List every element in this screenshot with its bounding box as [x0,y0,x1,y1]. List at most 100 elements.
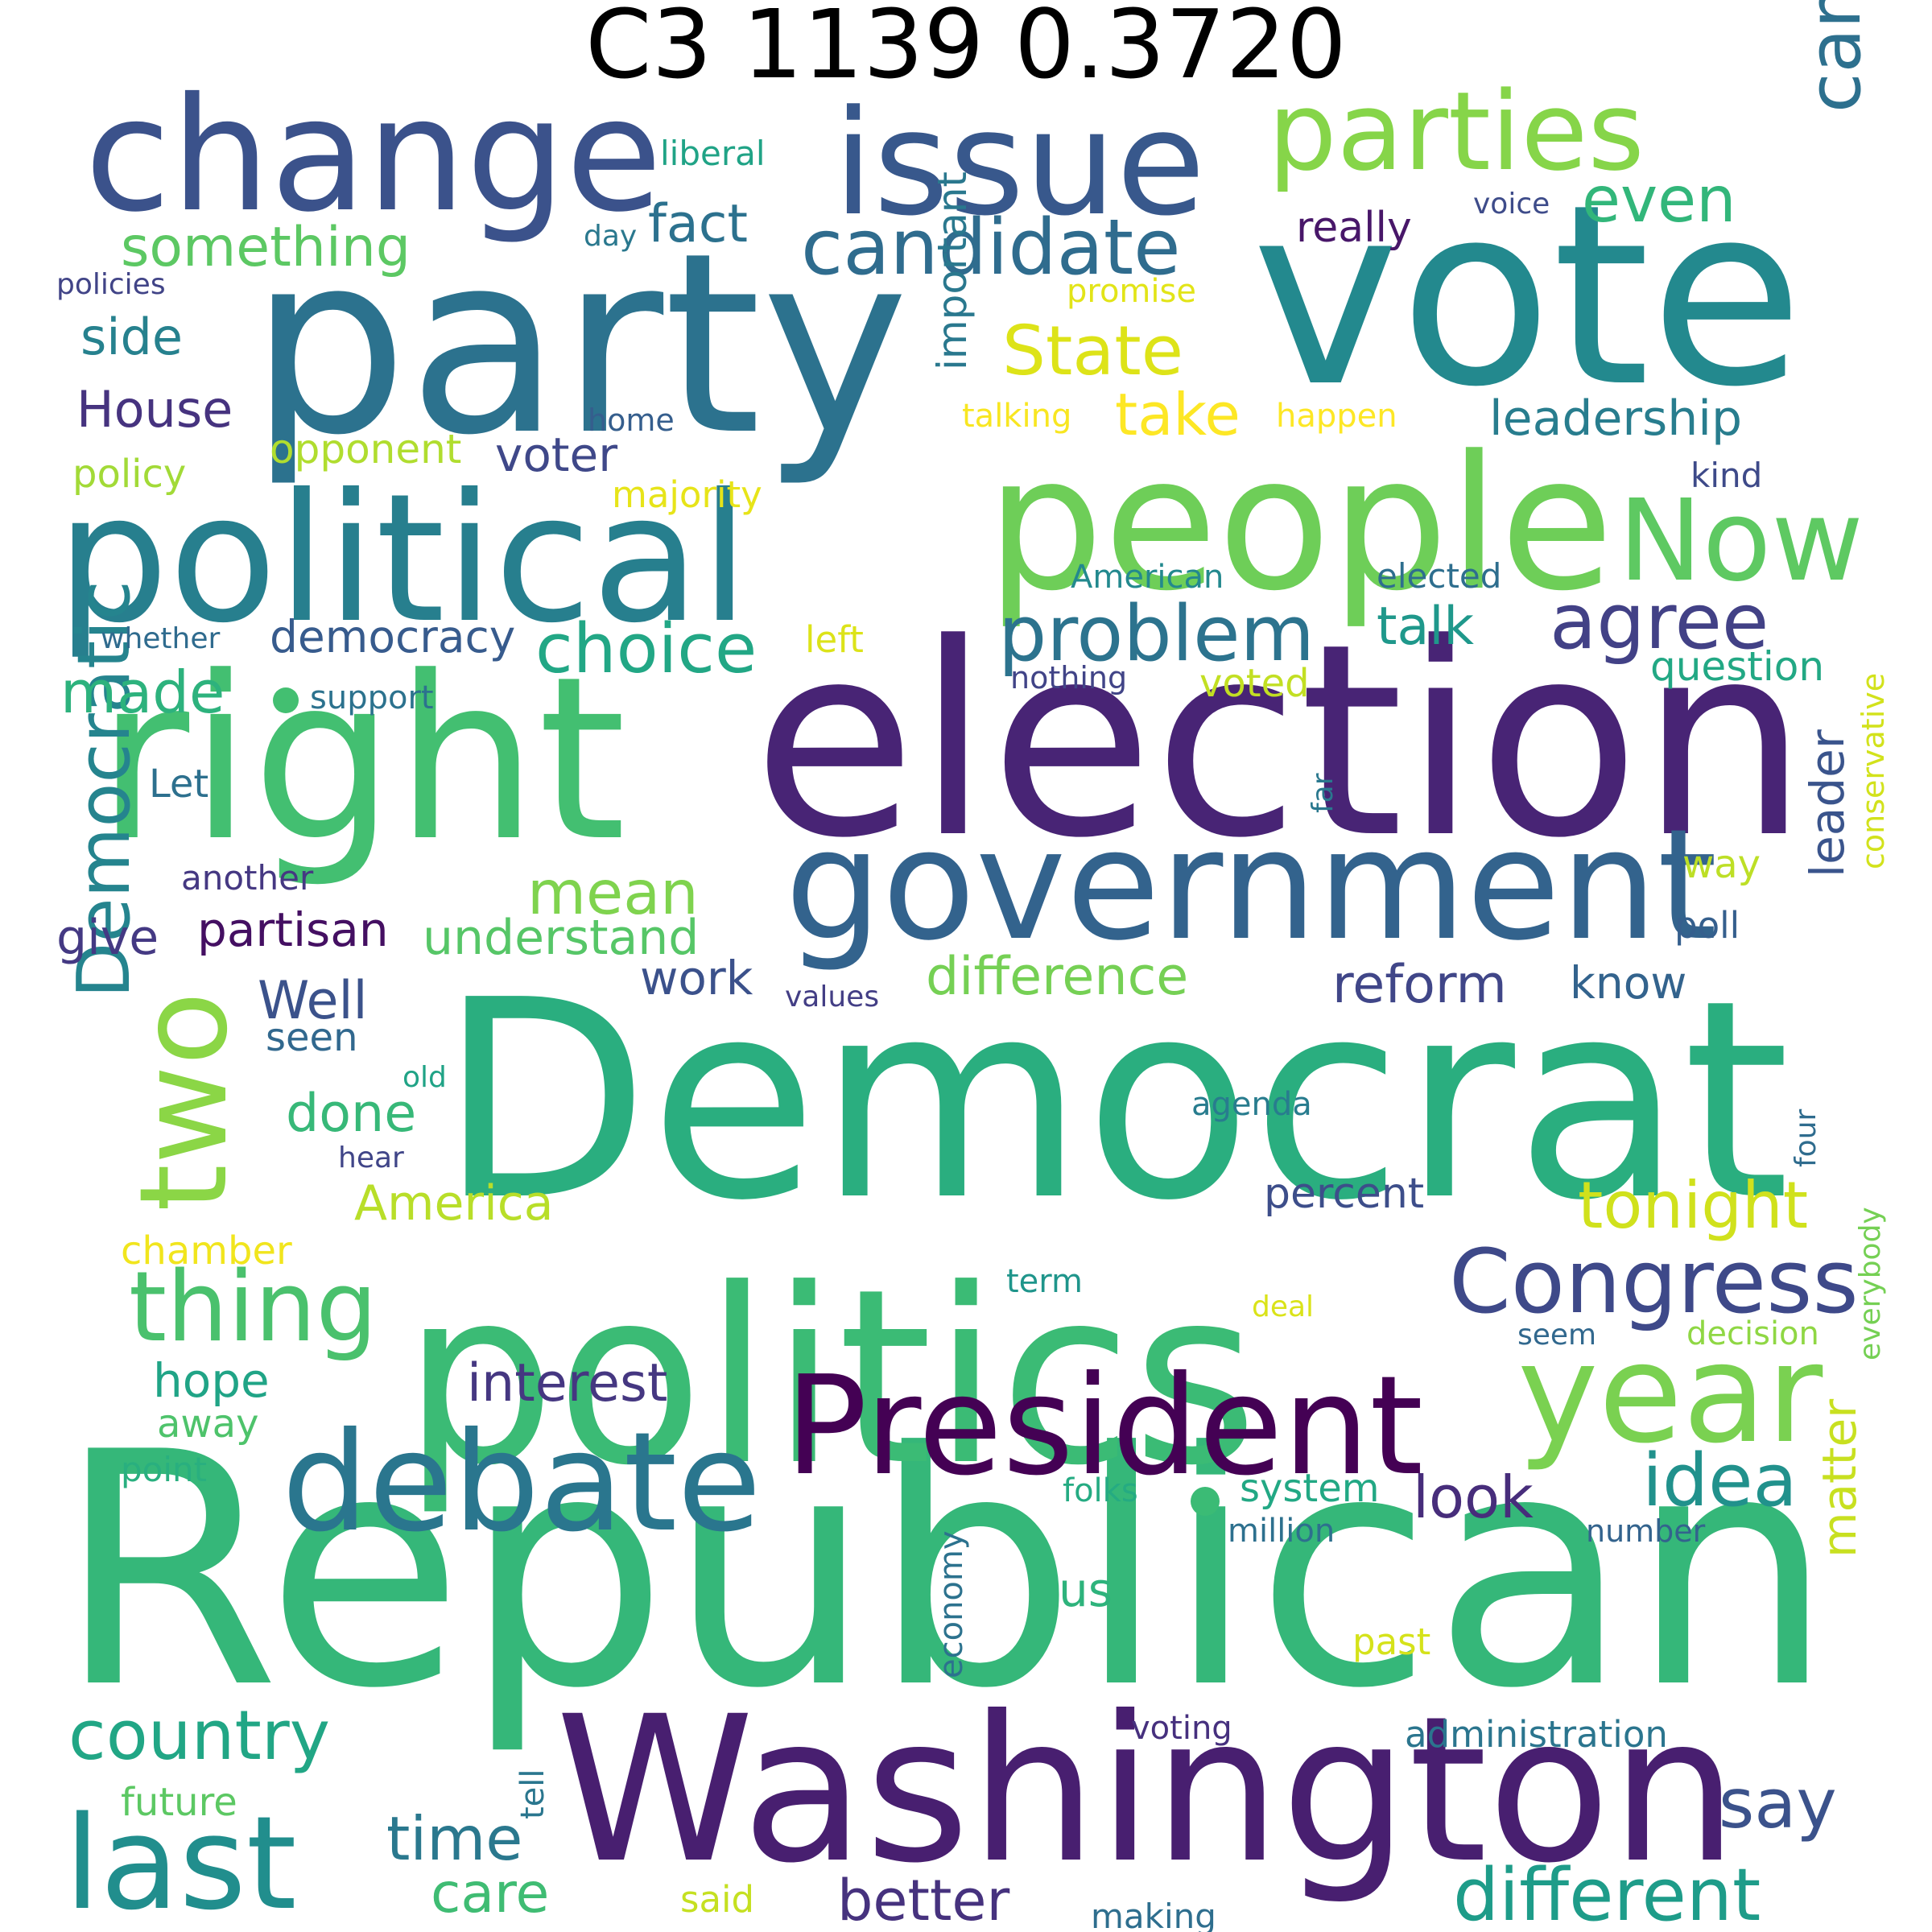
word-side: side [80,308,183,366]
word-difference: difference [926,947,1188,1007]
word-campaign: campaign [1793,0,1877,113]
word-four: four [1790,1108,1823,1167]
word-right: right [97,629,626,891]
word-state: State [1002,312,1183,391]
word-change: change [85,64,663,246]
word-happen: happen [1276,398,1397,435]
word-reform: reform [1332,955,1507,1015]
word-system: system [1240,1466,1380,1511]
word-better: better [837,1868,1009,1932]
word-american: American [1071,559,1224,596]
word-partisan: partisan [197,902,389,957]
word-past: past [1352,1620,1430,1663]
word-poll: poll [1674,904,1740,947]
word-let: Let [149,762,208,807]
word-choice: choice [535,609,757,689]
word-know: know [1570,957,1686,1009]
word-policies: policies [56,268,166,301]
word-away: away [157,1402,259,1447]
word-percent: percent [1264,1170,1424,1218]
word-party: party [250,200,909,490]
word-well: Well [258,971,368,1031]
word-debate: debate [282,1403,762,1563]
word-work: work [640,951,753,1005]
word-elected: elected [1377,556,1501,596]
word-far: far [1307,773,1340,813]
word-understand: understand [423,910,699,966]
word-last: last [64,1788,297,1932]
word-voter: voter [495,427,617,482]
chart-title: C3 1139 0.3720 [585,0,1347,100]
word-democratic: Democratic [62,580,147,998]
word-point: point [121,1450,207,1489]
word-problem: problem [998,590,1315,679]
word-democrat: Democrat [439,942,1790,1261]
word-idea: idea [1642,1439,1798,1523]
word-day: day [584,220,637,253]
word-administration: administration [1405,1713,1668,1756]
word-majority: majority [612,473,762,516]
word-agree: agree [1550,578,1769,667]
word-making: making [1091,1897,1216,1932]
word-economy: economy [933,1530,970,1678]
word-future: future [121,1780,237,1825]
word-voted: voted [1199,661,1310,706]
word-voice: voice [1473,188,1550,221]
word-nothing: nothing [1010,660,1127,696]
word-leader: leader [1800,729,1855,877]
word-washington: Washington [555,1673,1738,1907]
word-made: made [60,658,225,726]
word-country: country [68,1696,330,1776]
word-talking: talking [962,398,1071,435]
word-interest: interest [467,1353,667,1414]
word-old: old [402,1061,447,1094]
word-opponent: opponent [270,426,461,473]
word-government: government [785,796,1717,974]
word-whether: whether [101,622,220,655]
word-candidate: candidate [801,204,1181,292]
word-even: even [1582,164,1736,237]
word-left: left [805,618,864,661]
word-house: House [76,380,233,439]
word-people: people [986,417,1614,632]
word-hear: hear [338,1141,404,1174]
word-important: important [929,171,976,370]
word-done: done [286,1084,416,1144]
word-hope: hope [153,1353,270,1408]
word-year: year [1517,1315,1823,1474]
word-republican: Republican [56,1385,1834,1759]
word-leadership: leadership [1489,390,1742,447]
word-tell: tell [514,1769,551,1819]
word-two: two [114,992,254,1212]
word-way: way [1682,842,1761,887]
word-president: President [785,1347,1423,1506]
word-democracy: democracy [270,611,515,663]
word-home: home [588,402,675,438]
word-issue: issue [833,80,1205,248]
word-support: support [310,679,434,716]
stray-dot [273,687,299,713]
word-seen: seen [266,1015,358,1060]
word-election: election [753,587,1808,896]
word-liberal: liberal [660,134,766,173]
word-said: said [680,1878,754,1921]
word-time: time [386,1803,522,1874]
word-matter: matter [1812,1399,1867,1558]
word-care: care [431,1862,549,1926]
word-give: give [56,910,159,966]
word-seem: seem [1517,1319,1596,1352]
word-promise: promise [1067,273,1196,310]
word-mean: mean [527,857,699,928]
word-look: look [1413,1463,1534,1531]
word-another: another [181,858,314,898]
word-kind: kind [1690,456,1762,495]
word-parties: parties [1268,68,1645,195]
word-say: say [1719,1765,1837,1844]
word-take: take [1115,381,1241,448]
word-fact: fact [648,194,748,254]
word-really: really [1296,204,1412,252]
word-question: question [1650,643,1824,690]
word-folks: folks [1063,1472,1138,1509]
word-million: million [1228,1513,1335,1550]
